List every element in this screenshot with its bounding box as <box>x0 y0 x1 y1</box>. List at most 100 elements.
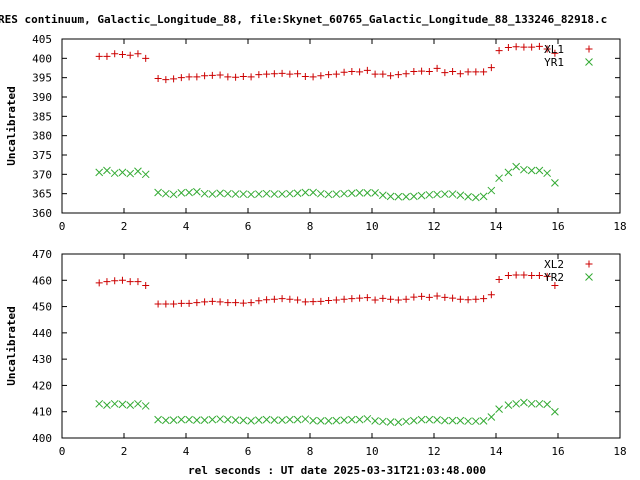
data-point <box>402 70 410 78</box>
data-point <box>208 415 217 424</box>
legend-label: XL1 <box>544 43 564 56</box>
data-point <box>472 68 480 76</box>
data-point <box>262 189 271 198</box>
data-point <box>487 186 496 195</box>
data-point <box>247 417 255 425</box>
chart-title: RES continuum, Galactic_Longitude_88, fi… <box>0 13 607 26</box>
data-point <box>527 166 536 175</box>
data-point <box>126 51 134 59</box>
data-point <box>394 192 403 201</box>
data-point <box>551 282 559 290</box>
data-point <box>309 298 317 306</box>
data-point <box>433 190 441 199</box>
data-point <box>239 416 248 425</box>
data-point <box>170 300 178 308</box>
data-point <box>543 169 552 178</box>
data-point <box>201 72 209 80</box>
y-tick-label: 450 <box>32 301 52 314</box>
data-point <box>263 70 271 78</box>
data-point <box>386 192 395 201</box>
x-tick-label: 4 <box>183 220 190 233</box>
x-tick-label: 8 <box>307 445 314 458</box>
x-tick-label: 12 <box>427 445 440 458</box>
data-point <box>480 295 488 303</box>
x-tick-label: 0 <box>59 445 66 458</box>
data-point <box>103 278 111 286</box>
x-tick-label: 6 <box>245 220 252 233</box>
data-point <box>332 416 341 425</box>
data-point <box>177 299 185 307</box>
data-point <box>201 298 209 306</box>
data-point <box>309 416 317 425</box>
y-tick-label: 405 <box>32 33 52 46</box>
data-point <box>111 50 119 58</box>
data-point <box>464 68 472 76</box>
data-point <box>495 47 503 55</box>
data-point <box>301 188 310 197</box>
data-point <box>449 67 457 75</box>
data-point <box>448 416 457 425</box>
series-YR1 <box>95 162 559 202</box>
data-point <box>418 292 426 300</box>
data-point <box>294 70 302 78</box>
data-point <box>126 278 134 286</box>
data-point <box>551 178 559 187</box>
data-point <box>103 401 111 409</box>
data-point <box>118 168 127 177</box>
data-point <box>141 170 150 179</box>
x-tick-label: 4 <box>183 445 190 458</box>
data-point <box>239 73 247 81</box>
data-point <box>340 189 348 198</box>
data-point <box>309 73 317 81</box>
y-tick-label: 420 <box>32 379 52 392</box>
data-point <box>512 399 521 408</box>
data-point <box>134 167 142 176</box>
data-point <box>410 293 418 301</box>
data-point <box>278 295 286 303</box>
data-point <box>527 399 536 408</box>
y-tick-label: 430 <box>32 353 52 366</box>
data-point <box>111 277 119 285</box>
data-point <box>535 42 543 50</box>
data-point <box>456 416 465 425</box>
data-point <box>255 297 263 305</box>
y-tick-label: 400 <box>32 52 52 65</box>
data-point <box>286 70 294 78</box>
data-point <box>270 295 278 303</box>
legend-marker <box>585 58 593 66</box>
data-point <box>543 400 552 409</box>
data-point <box>410 67 418 75</box>
y-tick-label: 370 <box>32 168 52 181</box>
data-point <box>340 295 348 303</box>
data-point <box>520 43 528 51</box>
x-tick-label: 8 <box>307 220 314 233</box>
data-point <box>441 69 449 77</box>
data-point <box>286 295 294 303</box>
data-point <box>95 168 104 177</box>
data-point <box>177 415 186 424</box>
data-point <box>254 416 263 424</box>
data-point <box>425 415 434 424</box>
x-tick-label: 18 <box>613 220 626 233</box>
data-point <box>216 71 224 79</box>
data-point <box>134 399 142 408</box>
data-point <box>154 74 162 82</box>
data-point <box>379 70 387 78</box>
data-point <box>371 296 379 304</box>
series-YR2 <box>95 398 559 427</box>
data-point <box>363 189 372 197</box>
data-point <box>316 189 325 198</box>
data-point <box>456 295 464 303</box>
data-point <box>471 417 480 426</box>
data-point <box>456 191 465 200</box>
x-tick-label: 0 <box>59 220 66 233</box>
data-point <box>386 418 395 426</box>
data-point <box>520 165 528 174</box>
data-point <box>103 52 111 60</box>
series-XL2 <box>95 271 559 308</box>
y-tick-label: 365 <box>32 188 52 201</box>
data-point <box>223 189 232 198</box>
legend-marker <box>585 273 593 281</box>
data-point <box>270 190 279 198</box>
x-tick-label: 14 <box>489 445 503 458</box>
